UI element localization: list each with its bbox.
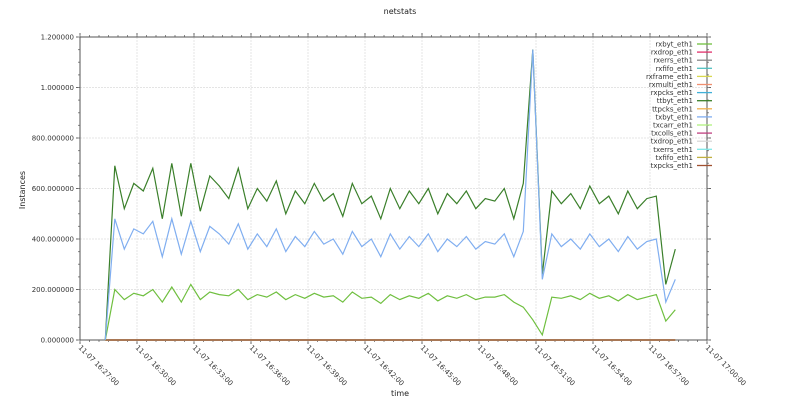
legend: rxbyt_eth1rxdrop_eth1rxerrs_eth1rxfifo_e… — [646, 41, 712, 170]
x-tick-label: 11-07 16:39:00 — [305, 344, 349, 388]
y-tick-label: 800.000000 — [32, 135, 74, 143]
legend-label: ttpcks_eth1 — [652, 105, 693, 113]
axes: 0.000000 200.000000 400.000000 600.000000 80… — [32, 33, 748, 388]
y-axis-label: Instances — [18, 171, 27, 209]
y-tick-label: 0.000000 — [41, 337, 74, 345]
legend-label: ttbyt_eth1 — [657, 97, 693, 105]
legend-label: txpcks_eth1 — [651, 162, 693, 170]
x-axis-label: time — [391, 389, 409, 398]
y-tick-label: 400.000000 — [32, 236, 74, 244]
chart-title: netstats — [384, 7, 417, 16]
series-line-ttbyt_eth1 — [104, 49, 676, 341]
x-tick-label: 11-07 16:33:00 — [191, 344, 235, 388]
x-tick-label: 11-07 16:30:00 — [134, 344, 178, 388]
legend-label: txerrs_eth1 — [653, 146, 693, 154]
x-tick-label: 11-07 16:42:00 — [362, 344, 406, 388]
y-tick-label: 600.000000 — [32, 185, 74, 193]
y-tick-label: 1.000000 — [41, 84, 74, 92]
y-tick-label: 200.000000 — [32, 286, 74, 294]
x-tick-label: 11-07 16:54:00 — [590, 344, 634, 388]
series-line-rxbyt_eth1 — [104, 283, 676, 341]
legend-label: rxbyt_eth1 — [655, 41, 693, 49]
legend-label: txfifo_eth1 — [656, 154, 694, 162]
legend-label: rxdrop_eth1 — [651, 49, 693, 57]
series-lines — [104, 49, 676, 341]
x-tick-label: 11-07 16:48:00 — [476, 344, 520, 388]
y-tick-label: 1.200000 — [41, 34, 74, 42]
legend-label: rxframe_eth1 — [646, 73, 693, 81]
legend-label: rxpcks_eth1 — [651, 89, 693, 97]
x-tick-label: 11-07 16:36:00 — [248, 344, 292, 388]
legend-label: txbyt_eth1 — [655, 113, 693, 121]
x-tick-label: 11-07 16:27:00 — [77, 344, 121, 388]
legend-label: txdrop_eth1 — [651, 138, 693, 146]
x-tick-label: 11-07 16:51:00 — [533, 344, 577, 388]
legend-label: rxfifo_eth1 — [656, 65, 693, 73]
legend-label: rxerrs_eth1 — [653, 57, 693, 65]
legend-label: txcolls_eth1 — [651, 130, 693, 138]
x-tick-label: 11-07 16:45:00 — [419, 344, 463, 388]
series-line-txbyt_eth1 — [104, 49, 676, 341]
legend-label: rxmulti_eth1 — [649, 81, 693, 89]
legend-label: txcarr_eth1 — [653, 122, 693, 130]
grid — [79, 36, 708, 341]
x-tick-label: 11-07 17:00:00 — [704, 344, 748, 388]
x-tick-label: 11-07 16:57:00 — [647, 344, 691, 388]
